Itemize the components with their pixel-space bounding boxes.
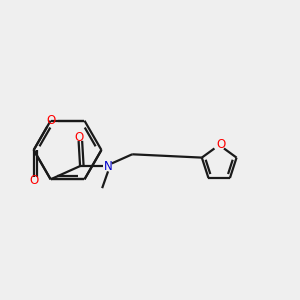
Text: O: O — [46, 114, 55, 127]
Text: O: O — [29, 174, 38, 188]
Text: O: O — [216, 139, 225, 152]
Text: O: O — [74, 131, 83, 144]
Text: N: N — [104, 160, 112, 172]
